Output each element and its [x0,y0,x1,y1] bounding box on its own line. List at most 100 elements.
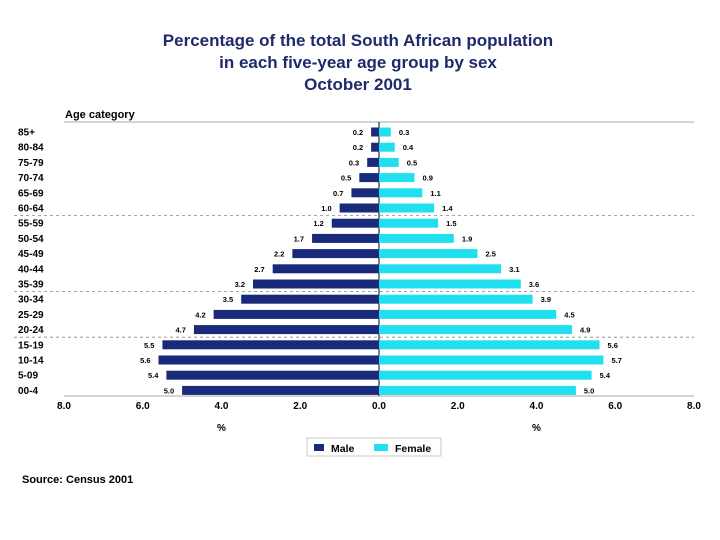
female-bar [379,355,604,365]
male-value-label: 5.5 [144,341,154,350]
chart-title-line-3: October 2001 [304,75,412,94]
male-bar [359,173,379,183]
male-bar [193,325,379,335]
male-value-label: 0.2 [353,143,363,152]
age-category-label: 65-69 [18,188,44,199]
female-value-label: 5.7 [611,356,621,365]
male-value-label: 0.5 [341,174,351,183]
male-bar [339,203,379,213]
female-value-label: 0.3 [399,128,409,137]
male-value-label: 1.0 [321,204,331,213]
x-tick-label: 4.0 [530,401,544,412]
age-category-label: 20-24 [18,325,44,336]
female-bar [379,188,423,198]
female-value-label: 0.5 [407,158,417,167]
x-tick-label: 6.0 [136,401,150,412]
chart-title-line-1: Percentage of the total South African po… [162,31,554,50]
male-bar [292,249,379,259]
male-bar [182,385,379,395]
legend-female-label: Female [395,443,431,455]
chart-title-line-2: in each five-year age group by sex [219,53,497,72]
male-bar [213,309,379,319]
female-value-label: 1.4 [442,204,453,213]
female-bar [379,203,435,213]
female-value-label: 2.5 [485,250,495,259]
female-bar [379,325,572,335]
male-bar [158,355,379,365]
x-axis-label-right: % [532,423,541,434]
male-bar [351,188,379,198]
female-bar [379,385,576,395]
female-bar [379,264,502,274]
female-value-label: 5.0 [584,386,594,395]
female-value-label: 1.1 [430,189,440,198]
male-bar [162,340,379,350]
female-bar [379,249,478,259]
x-tick-label: 8.0 [687,401,701,412]
legend-male-swatch [314,444,324,451]
female-bar [379,142,395,152]
age-category-label: 15-19 [18,340,44,351]
male-bar [371,127,379,137]
female-bar [379,173,415,183]
male-value-label: 5.4 [148,371,159,380]
age-category-label: 60-64 [18,204,44,215]
chart-title: Percentage of the total South African po… [0,30,716,96]
female-value-label: 3.6 [529,280,539,289]
age-category-label: 40-44 [18,264,44,275]
male-bar [166,370,379,380]
female-value-label: 4.9 [580,326,590,335]
male-bar [253,279,379,289]
x-tick-label: 8.0 [57,401,71,412]
source-note: Source: Census 2001 [22,474,134,486]
x-tick-label: 0.0 [372,401,386,412]
male-value-label: 4.7 [176,326,186,335]
age-category-label: 75-79 [18,158,44,169]
age-category-label: 85+ [18,128,35,139]
y-axis-title: Age category [65,109,135,121]
legend-male-label: Male [331,443,355,455]
male-bar [331,218,379,228]
male-value-label: 5.6 [140,356,150,365]
female-value-label: 0.4 [403,143,414,152]
legend-female-swatch [374,444,388,451]
male-bar [367,157,379,167]
male-value-label: 0.2 [353,128,363,137]
female-bar [379,370,592,380]
male-bar [241,294,379,304]
x-tick-label: 2.0 [293,401,307,412]
male-value-label: 1.2 [313,219,323,228]
male-value-label: 2.7 [254,265,264,274]
age-category-label: 50-54 [18,234,44,245]
male-value-label: 5.0 [164,386,174,395]
female-value-label: 5.4 [600,371,611,380]
male-bar [371,142,379,152]
age-category-label: 70-74 [18,173,44,184]
female-bar [379,157,399,167]
male-value-label: 2.2 [274,250,284,259]
age-category-label: 00-4 [18,386,38,397]
female-value-label: 1.5 [446,219,456,228]
female-value-label: 3.9 [541,295,551,304]
male-value-label: 0.7 [333,189,343,198]
male-value-label: 3.5 [223,295,233,304]
legend-box [306,437,442,457]
x-tick-label: 6.0 [608,401,622,412]
male-bar [312,233,379,243]
x-tick-label: 2.0 [451,401,465,412]
female-bar [379,294,533,304]
female-bar [379,340,600,350]
female-value-label: 4.5 [564,310,574,319]
female-value-label: 0.9 [422,174,432,183]
age-category-label: 30-34 [18,295,44,306]
age-category-label: 55-59 [18,219,44,230]
male-value-label: 4.2 [195,310,205,319]
female-value-label: 1.9 [462,234,472,243]
age-category-label: 45-49 [18,249,44,260]
age-category-label: 25-29 [18,310,44,321]
male-value-label: 1.7 [294,234,304,243]
x-axis-label-left: % [217,423,226,434]
female-value-label: 3.1 [509,265,519,274]
female-bar [379,309,557,319]
